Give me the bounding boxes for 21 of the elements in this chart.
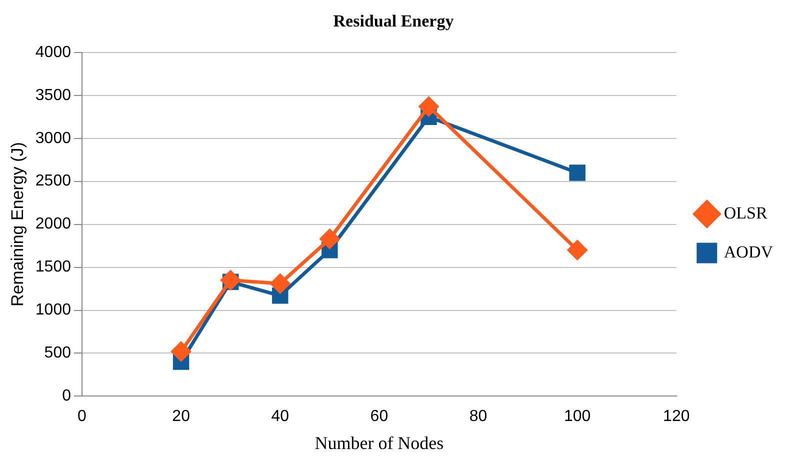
- x-tick-label: 80: [469, 408, 488, 426]
- y-tick-label: 2000: [35, 216, 72, 233]
- y-tick-label: 0: [62, 388, 72, 405]
- chart-title: Residual Energy: [333, 12, 454, 31]
- legend-label: OLSR: [724, 203, 768, 222]
- x-tick-label: 60: [370, 408, 388, 426]
- x-tick-label: 20: [172, 408, 190, 426]
- y-tick-label: 1500: [35, 258, 72, 276]
- x-tick-label: 120: [663, 408, 690, 426]
- x-tick-label: 40: [271, 408, 290, 426]
- legend-label: AODV: [724, 242, 774, 262]
- y-tick-label: 500: [44, 344, 72, 362]
- y-tick-label: 4000: [35, 44, 72, 61]
- x-tick-label: 0: [78, 408, 87, 426]
- y-tick-label: 3000: [35, 130, 72, 147]
- y-tick-label: 1000: [35, 302, 72, 319]
- x-axis-title: Number of Nodes: [314, 432, 444, 453]
- y-tick-label: 3500: [35, 86, 72, 104]
- y-axis-title: Remaining Energy (J): [8, 142, 27, 307]
- y-tick-label: 2500: [35, 172, 72, 190]
- x-tick-label: 100: [564, 408, 591, 426]
